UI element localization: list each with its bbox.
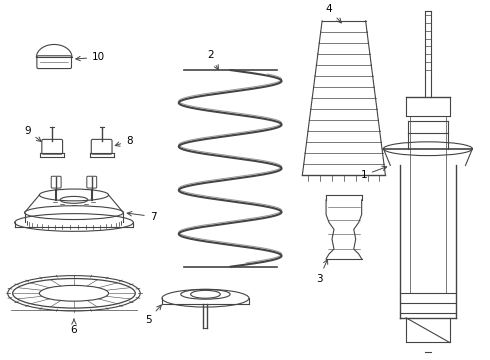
Text: 4: 4 (326, 4, 342, 23)
Text: 8: 8 (115, 136, 133, 146)
Text: 7: 7 (127, 212, 156, 221)
Text: 3: 3 (316, 260, 328, 284)
Text: 2: 2 (207, 50, 219, 69)
Text: 10: 10 (76, 52, 105, 62)
Text: 6: 6 (71, 319, 77, 335)
Text: 9: 9 (24, 126, 41, 141)
Text: 5: 5 (145, 305, 161, 325)
Text: 1: 1 (360, 166, 387, 180)
